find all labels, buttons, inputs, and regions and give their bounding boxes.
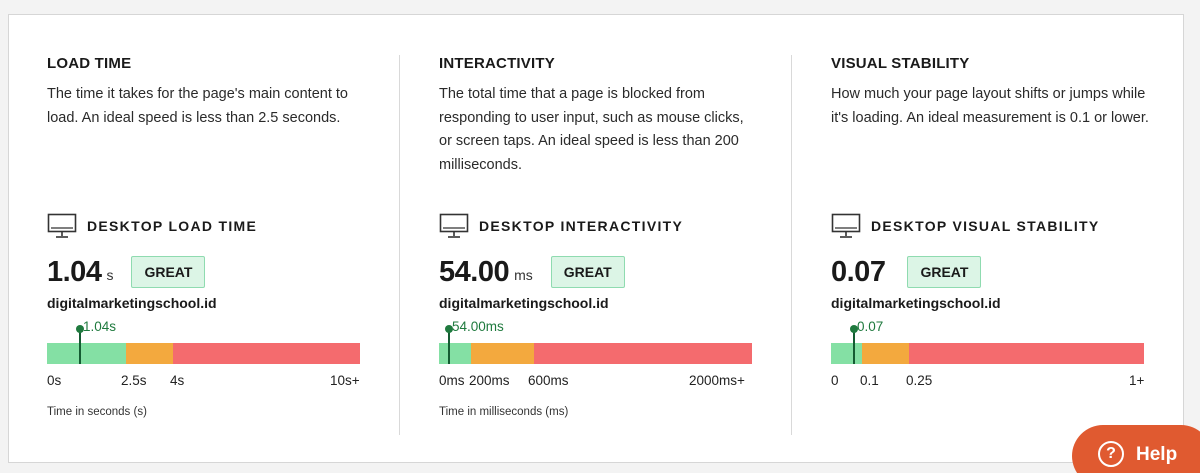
tick-label: 0 [831,373,839,388]
metric-title: VISUAL STABILITY [831,55,970,72]
value-row: 1.04 s GREAT [47,255,206,289]
value-marker-dot [445,325,453,333]
range-gauge: 54.00ms 0ms 200ms 600ms 2000ms+ [439,319,752,399]
value-marker-dot [76,325,84,333]
device-row: DESKTOP VISUAL STABILITY [831,211,1100,241]
value-marker [853,329,855,364]
desktop-monitor-icon [47,213,77,238]
value-marker-dot [850,325,858,333]
tick-label: 2000ms+ [689,373,745,388]
metric-unit: s [106,267,114,283]
axis-note: Time in milliseconds (ms) [439,406,569,418]
metric-interactivity: INTERACTIVITY The total time that a page… [439,15,779,464]
rating-badge: GREAT [131,256,206,288]
device-label: DESKTOP VISUAL STABILITY [871,218,1100,234]
range-segment-good [47,343,126,364]
axis-note: Time in seconds (s) [47,406,147,418]
metric-value: 0.07 [831,255,886,288]
value-marker [79,329,81,364]
range-gauge: 0.07 0 0.1 0.25 1+ [831,319,1144,399]
site-domain: digitalmarketingschool.id [831,295,1001,311]
range-bar [439,343,752,364]
tick-label: 0ms [439,373,465,388]
tick-label: 0.25 [906,373,933,388]
metric-value: 1.04 [47,255,102,288]
range-gauge: 1.04s 0s 2.5s 4s 10s+ [47,319,360,399]
value-marker-label: 1.04s [83,319,117,334]
value-row: 54.00 ms GREAT [439,255,625,289]
value-marker-label: 54.00ms [452,319,504,334]
device-label: DESKTOP INTERACTIVITY [479,218,684,234]
range-segment-poor [173,343,360,364]
desktop-monitor-icon [831,213,861,238]
metric-title: INTERACTIVITY [439,55,555,72]
rating-badge: GREAT [907,256,982,288]
site-domain: digitalmarketingschool.id [439,295,609,311]
rating-badge: GREAT [550,256,625,288]
core-web-vitals-card: LOAD TIME The time it takes for the page… [8,14,1184,463]
column-divider [399,55,400,435]
question-circle-icon: ? [1098,441,1124,467]
range-segment-needs-improvement [862,343,909,364]
value-marker-label: 0.07 [857,319,884,334]
device-label: DESKTOP LOAD TIME [87,218,258,234]
help-label: Help [1136,444,1178,465]
device-row: DESKTOP INTERACTIVITY [439,211,683,241]
tick-label: 0s [47,373,62,388]
range-bar [47,343,360,364]
range-segment-good [439,343,471,364]
metric-description: The total time that a page is blocked fr… [439,86,744,173]
tick-label: 200ms [469,373,510,388]
range-segment-poor [534,343,752,364]
tick-label: 600ms [528,373,569,388]
desktop-monitor-icon [439,213,469,238]
tick-label: 2.5s [121,373,147,388]
metric-visual-stability: VISUAL STABILITY How much your page layo… [831,15,1171,464]
value-row: 0.07 GREAT [831,255,982,289]
tick-label: 4s [170,373,185,388]
range-segment-needs-improvement [471,343,534,364]
site-domain: digitalmarketingschool.id [47,295,217,311]
range-segment-good [831,343,862,364]
metric-value: 54.00 [439,255,510,288]
device-row: DESKTOP LOAD TIME [47,211,257,241]
help-button[interactable]: ? Help [1072,425,1200,473]
range-bar [831,343,1144,364]
range-segment-poor [909,343,1144,364]
metric-load-time: LOAD TIME The time it takes for the page… [47,15,387,464]
metric-title: LOAD TIME [47,55,132,72]
metric-unit: ms [514,267,533,283]
metric-description: How much your page layout shifts or jump… [831,86,1149,126]
range-segment-needs-improvement [126,343,173,364]
value-marker [448,329,450,364]
tick-label: 0.1 [860,373,879,388]
tick-label: 1+ [1129,373,1145,388]
column-divider [791,55,792,435]
metric-description: The time it takes for the page's main co… [47,86,348,126]
tick-label: 10s+ [330,373,360,388]
